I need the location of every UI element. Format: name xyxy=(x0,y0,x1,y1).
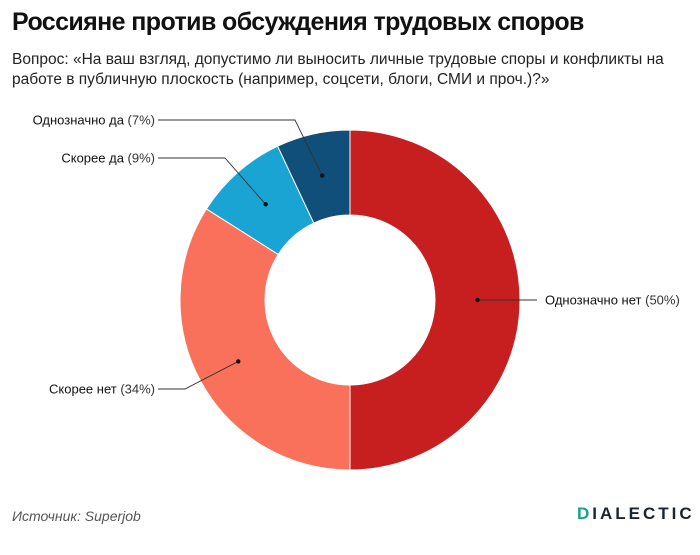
label-value-skoree-da: (9%) xyxy=(128,151,155,166)
leader-dot-skoree-net xyxy=(236,359,241,364)
label-category-odnoznachno-net: Однозначно нет xyxy=(545,293,645,308)
chart-title: Россияне против обсуждения трудовых спор… xyxy=(12,8,584,36)
leader-dot-skoree-da xyxy=(263,202,268,207)
slice-skoree-net xyxy=(179,208,351,471)
label-skoree-net: Скорее нет (34%) xyxy=(49,382,155,397)
label-value-odnoznachno-net: (50%) xyxy=(645,293,680,308)
slice-odnoznachno-net xyxy=(349,129,521,471)
label-category-odnoznachno-da: Однозначно да xyxy=(33,113,128,128)
brand-logo: DIALECTIC xyxy=(577,504,695,523)
label-category-skoree-net: Скорее нет xyxy=(49,382,120,397)
source-note: Источник: Superjob xyxy=(12,508,141,524)
leader-dot-odnoznachno-da xyxy=(319,173,325,178)
chart-subtitle: Вопрос: «На ваш взгляд, допустимо ли вын… xyxy=(12,51,664,88)
leader-dot-odnoznachno-net xyxy=(475,297,480,303)
slice-odnoznachno-da xyxy=(276,129,351,224)
label-value-skoree-net: (34%) xyxy=(120,382,155,397)
leader-line-skoree-da xyxy=(158,157,267,205)
label-odnoznachno-da: Однозначно да (7%) xyxy=(33,113,155,128)
leader-line-odnoznachno-da xyxy=(158,119,323,176)
label-category-skoree-da: Скорее да xyxy=(61,151,127,166)
leader-line-skoree-net xyxy=(158,361,239,390)
label-skoree-da: Скорее да (9%) xyxy=(61,151,155,166)
label-odnoznachno-net: Однозначно нет (50%) xyxy=(545,293,680,308)
label-value-odnoznachno-da: (7%) xyxy=(128,113,155,128)
